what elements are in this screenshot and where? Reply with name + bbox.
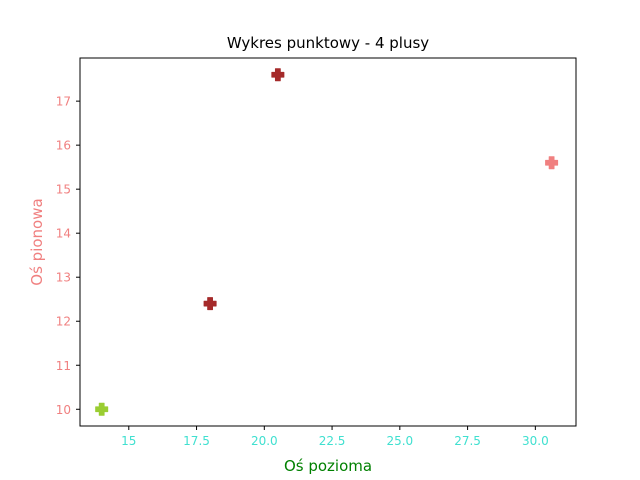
y-tick-label: 11	[56, 359, 71, 373]
x-axis-label: Oś pozioma	[284, 457, 372, 475]
y-tick-label: 13	[56, 271, 71, 285]
plot-area-frame	[79, 57, 577, 427]
x-tick-label: 30.0	[522, 434, 549, 448]
x-tick-label: 15	[121, 434, 136, 448]
y-axis-ticks: 10 11 12 13 14 15 16 17	[56, 95, 80, 417]
y-tick-label: 17	[56, 95, 71, 109]
y-tick-label: 12	[56, 315, 71, 329]
x-tick-label: 22.5	[319, 434, 346, 448]
x-tick-label: 27.5	[454, 434, 481, 448]
chart-title: Wykres punktowy - 4 plusy	[227, 34, 429, 52]
y-tick-label: 10	[56, 403, 71, 417]
x-axis-ticks: 15 17.5 20.0 22.5 25.0 27.5 30.0	[121, 426, 549, 448]
y-tick-label: 16	[56, 139, 71, 153]
y-axis-label: Oś pionowa	[28, 198, 46, 285]
data-point-1	[95, 402, 109, 416]
data-point-3	[271, 68, 285, 82]
x-tick-label: 20.0	[251, 434, 278, 448]
y-tick-label: 14	[56, 227, 71, 241]
y-tick-label: 15	[56, 183, 71, 197]
data-points	[95, 68, 559, 416]
x-tick-label: 17.5	[183, 434, 210, 448]
x-tick-label: 25.0	[386, 434, 413, 448]
data-point-4	[545, 156, 559, 170]
data-point-2	[203, 297, 217, 311]
